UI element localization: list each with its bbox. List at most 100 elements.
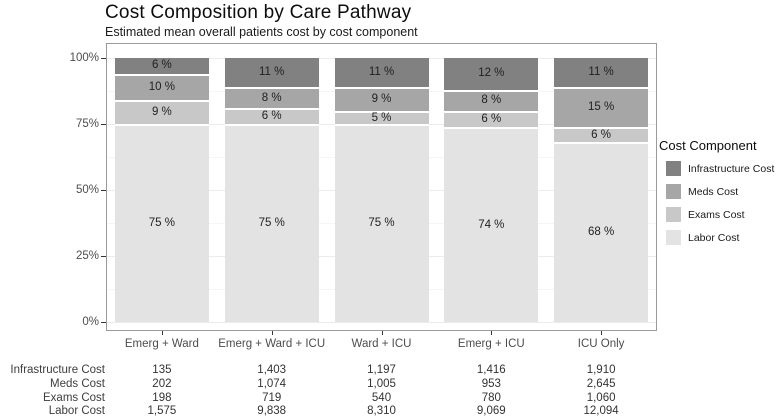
segment-percent-label: 9 % <box>151 106 172 119</box>
x-axis-category-label: Emerg + Ward <box>124 338 199 350</box>
bar-segment: 75 % <box>334 123 429 322</box>
legend-item-label: Infrastructure Cost <box>688 162 775 175</box>
bar-segment: 11 % <box>334 58 429 88</box>
segment-percent-label: 10 % <box>148 81 175 94</box>
segment-percent-label: 74 % <box>478 218 505 231</box>
table-cell-value: 780 <box>481 392 501 404</box>
x-axis-category-label: Emerg + Ward + ICU <box>218 338 326 350</box>
table-row-label: Infrastructure Cost <box>10 364 105 376</box>
segment-percent-label: 9 % <box>371 93 392 106</box>
y-axis-tick-label: 0% <box>82 316 99 328</box>
segment-percent-label: 11 % <box>259 65 285 78</box>
major-gridline <box>107 322 656 323</box>
segment-percent-label: 75 % <box>258 217 285 230</box>
y-axis-tick-label: 50% <box>75 184 99 196</box>
table-cell-value: 1,197 <box>367 364 396 376</box>
legend-color-swatch <box>666 230 681 245</box>
y-axis-tick-label: 25% <box>75 250 99 262</box>
table-cell-value: 1,403 <box>257 364 287 376</box>
segment-percent-label: 12 % <box>478 67 505 80</box>
table-row-label: Labor Cost <box>48 405 105 417</box>
bar-segment: 6 % <box>554 126 649 143</box>
x-axis-category-label: Emerg + ICU <box>457 338 525 350</box>
bar-segment: 75 % <box>114 123 209 322</box>
table-cell-value: 2,645 <box>586 378 616 390</box>
segment-percent-label: 6 % <box>261 110 282 123</box>
bar-segment: 6 % <box>224 108 319 124</box>
legend-color-swatch <box>666 184 681 199</box>
x-axis-category-label: ICU Only <box>577 338 625 350</box>
segment-percent-label: 6 % <box>151 59 172 72</box>
x-axis-tick-mark <box>161 331 163 335</box>
segment-percent-label: 11 % <box>368 65 395 78</box>
bar-segment: 11 % <box>224 58 319 88</box>
table-cell-value: 719 <box>262 392 282 404</box>
table-cell-value: 135 <box>152 364 172 376</box>
legend-item: Labor Cost <box>659 230 777 245</box>
y-axis-tick-label: 100% <box>69 52 99 64</box>
table-cell-value: 202 <box>152 378 172 390</box>
table-cell-value: 1,060 <box>586 392 616 404</box>
bar-segment: 11 % <box>554 58 649 88</box>
segment-percent-label: 8 % <box>261 91 282 104</box>
chart-subtitle: Estimated mean overall patients cost by … <box>105 25 418 39</box>
chart-title: Cost Composition by Care Pathway <box>105 2 412 23</box>
bar-segment: 6 % <box>114 58 209 74</box>
table-cell-value: 1,005 <box>367 378 396 390</box>
bar-segment: 8 % <box>224 87 319 109</box>
bar-segment: 75 % <box>224 123 319 322</box>
legend-title: Cost Component <box>659 138 757 153</box>
stacked-bar: 11 % 8 % 6 % 75 % <box>224 58 319 322</box>
legend-item: Meds Cost <box>659 184 777 199</box>
table-cell-value: 1,910 <box>586 364 616 376</box>
legend-item-label: Labor Cost <box>688 231 740 244</box>
bar-segment: 12 % <box>444 58 539 90</box>
x-axis-tick-mark <box>491 331 493 335</box>
legend-item-label: Exams Cost <box>688 208 745 221</box>
table-cell-value: 8,310 <box>367 405 396 417</box>
x-axis-tick-mark <box>601 331 603 335</box>
table-cell-value: 9,838 <box>257 405 287 417</box>
table-cell-value: 1,575 <box>147 405 177 417</box>
table-cell-value: 1,074 <box>257 378 287 390</box>
bar-segment: 10 % <box>114 73 209 101</box>
segment-percent-label: 15 % <box>587 101 615 114</box>
y-axis-tick-mark <box>101 190 106 191</box>
y-axis-tick-mark <box>101 124 106 125</box>
bar-segment: 6 % <box>444 110 539 127</box>
stacked-bar: 6 % 10 % 9 % 75 % <box>114 58 209 322</box>
bar-segment: 5 % <box>334 110 429 124</box>
bar-segment: 68 % <box>554 142 649 322</box>
segment-percent-label: 68 % <box>587 226 615 239</box>
plot-panel: 6 % 10 % 9 % 75 % 11 % 8 % 6 % 75 % 11 % 9 % 5 % 75… <box>106 43 657 331</box>
segment-percent-label: 6 % <box>591 128 611 141</box>
table-cell-value: 9,069 <box>476 405 506 417</box>
table-row-label: Exams Cost <box>43 392 105 404</box>
segment-percent-label: 11 % <box>588 65 614 78</box>
bar-segment: 9 % <box>334 87 429 111</box>
segment-percent-label: 75 % <box>368 217 395 230</box>
bar-segment: 9 % <box>114 100 209 124</box>
legend-color-swatch <box>666 161 681 176</box>
segment-percent-label: 8 % <box>481 94 502 107</box>
segment-percent-label: 5 % <box>371 111 392 124</box>
x-axis-tick-mark <box>381 331 383 335</box>
legend-item: Exams Cost <box>659 207 777 222</box>
legend-color-swatch <box>666 207 681 222</box>
stacked-bar: 12 % 8 % 6 % 74 % <box>444 58 539 322</box>
segment-percent-label: 6 % <box>481 112 502 125</box>
y-axis-tick-label: 75% <box>75 118 99 130</box>
stacked-bar: 11 % 9 % 5 % 75 % <box>334 58 429 322</box>
y-axis-tick-mark <box>101 322 106 323</box>
table-cell-value: 1,416 <box>476 364 506 376</box>
y-axis-tick-mark <box>101 256 106 257</box>
legend: Cost Component Infrastructure Cost Meds C… <box>659 138 777 253</box>
y-axis-tick-mark <box>101 58 106 59</box>
table-cell-value: 198 <box>152 392 172 404</box>
legend-item-label: Meds Cost <box>688 185 739 198</box>
stacked-bar: 11 % 15 % 6 % 68 % <box>554 58 649 322</box>
bar-segment: 8 % <box>444 89 539 111</box>
x-axis-tick-mark <box>271 331 273 335</box>
segment-percent-label: 75 % <box>148 217 175 230</box>
legend-items: Infrastructure Cost Meds Cost Exams Cost La… <box>659 161 777 245</box>
